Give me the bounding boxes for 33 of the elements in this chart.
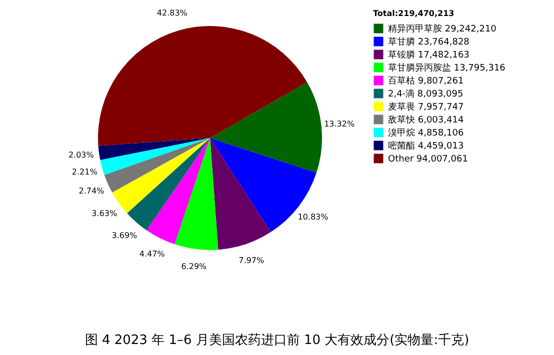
legend-label: 草甘膦 23,764,828 (388, 36, 470, 48)
data-label: 13.32% (324, 120, 355, 129)
data-label: 42.83% (156, 8, 188, 18)
legend-label: 百草枯 9,807,261 (388, 76, 464, 86)
pie-slice (127, 138, 210, 230)
pie-slice (210, 138, 271, 250)
pie-slice (174, 138, 218, 250)
data-label: 2.74% (78, 186, 105, 196)
data-label: 3.63% (92, 208, 118, 218)
data-label: 6.29% (181, 262, 208, 272)
legend-label: 草甘膦异丙胺盐 13,795,316 (388, 62, 506, 74)
data-label: 2.03% (68, 150, 94, 160)
legend-label: 2,4-滴 8,093,095 (388, 88, 464, 100)
legend-label: 精异丙甲草胺 29,242,210 (388, 24, 497, 34)
data-label: 4.47% (139, 249, 166, 258)
legend-label: 嘧菌酯 4,459,013 (388, 140, 464, 152)
pie-slice (146, 138, 210, 244)
legend-title: Total:219,470,213 (373, 9, 454, 18)
legend-label: 溴甲烷 4,858,106 (388, 128, 464, 138)
legend-label: 敌草快 6,003,414 (388, 114, 464, 126)
data-label: 7.97% (238, 256, 264, 266)
data-label: 3.69% (112, 230, 138, 240)
pie-slice (104, 138, 210, 193)
pie-slice (100, 138, 210, 175)
data-label: 2.21% (72, 167, 98, 176)
legend-label: 麦草畏 7,957,747 (388, 102, 464, 112)
pie-slice (98, 138, 210, 160)
pie-slice (210, 82, 322, 173)
legend-label: Other 94,007,061 (388, 154, 468, 164)
legend-label: 草铵膦 17,482,163 (388, 50, 470, 60)
data-label: 10.83% (298, 212, 329, 222)
text: 图 4 2023 年 1–6 月美国农药进口前 10 大有效成分(实物量:千克) (84, 332, 470, 348)
pie-slice (98, 26, 308, 146)
